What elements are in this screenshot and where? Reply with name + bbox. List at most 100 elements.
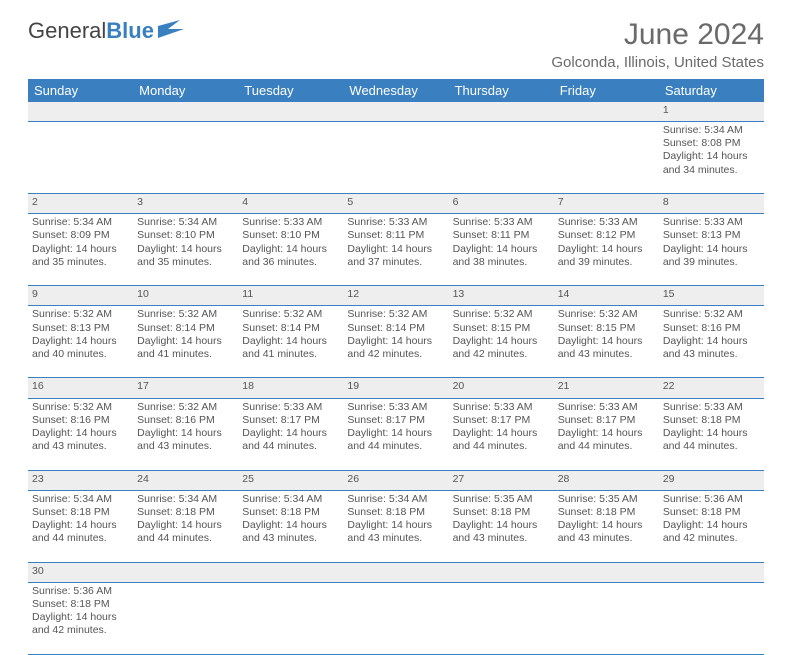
day-number-cell: 30 <box>28 562 133 582</box>
sunset-line: Sunset: 8:14 PM <box>347 322 444 335</box>
week-row: Sunrise: 5:34 AMSunset: 8:18 PMDaylight:… <box>28 490 764 562</box>
sunrise-line: Sunrise: 5:34 AM <box>32 493 129 506</box>
day-cell <box>343 582 448 654</box>
day-cell: Sunrise: 5:33 AMSunset: 8:13 PMDaylight:… <box>659 214 764 286</box>
sunrise-line: Sunrise: 5:36 AM <box>663 493 760 506</box>
day-cell <box>343 122 448 194</box>
day-number-cell: 22 <box>659 378 764 398</box>
header: GeneralBlue June 2024 Golconda, Illinois… <box>28 18 764 71</box>
day-number-cell <box>133 562 238 582</box>
sunrise-line: Sunrise: 5:32 AM <box>347 308 444 321</box>
day-cell: Sunrise: 5:33 AMSunset: 8:11 PMDaylight:… <box>343 214 448 286</box>
sunrise-line: Sunrise: 5:34 AM <box>32 216 129 229</box>
sunrise-line: Sunrise: 5:34 AM <box>663 124 760 137</box>
day-cell: Sunrise: 5:34 AMSunset: 8:10 PMDaylight:… <box>133 214 238 286</box>
sunrise-line: Sunrise: 5:33 AM <box>558 216 655 229</box>
daylight-line: Daylight: 14 hours and 34 minutes. <box>663 150 760 176</box>
day-number-cell: 11 <box>238 286 343 306</box>
day-number-cell: 5 <box>343 194 448 214</box>
daylight-line: Daylight: 14 hours and 35 minutes. <box>32 243 129 269</box>
day-cell: Sunrise: 5:34 AMSunset: 8:09 PMDaylight:… <box>28 214 133 286</box>
day-number-cell <box>343 562 448 582</box>
daylight-line: Daylight: 14 hours and 43 minutes. <box>663 335 760 361</box>
daylight-line: Daylight: 14 hours and 42 minutes. <box>347 335 444 361</box>
sunset-line: Sunset: 8:12 PM <box>558 229 655 242</box>
weekday-header: Wednesday <box>343 79 448 102</box>
sunrise-line: Sunrise: 5:32 AM <box>453 308 550 321</box>
week-row: Sunrise: 5:32 AM Sunset: 8:13 PM Daylight:… <box>28 306 764 378</box>
logo-text-general: General <box>28 18 106 44</box>
calendar-body: 1Sunrise: 5:34 AMSunset: 8:08 PMDaylight… <box>28 102 764 654</box>
day-cell: Sunrise: 5:34 AMSunset: 8:08 PMDaylight:… <box>659 122 764 194</box>
day-number-cell: 12 <box>343 286 448 306</box>
daylight-line: Daylight: 14 hours and 44 minutes. <box>558 427 655 453</box>
daylight-line: Daylight: 14 hours and 43 minutes. <box>32 427 129 453</box>
daylight-line: Daylight: 14 hours and 44 minutes. <box>242 427 339 453</box>
day-number-cell: 24 <box>133 470 238 490</box>
day-number-cell <box>28 102 133 122</box>
sunset-line: Sunset: 8:17 PM <box>558 414 655 427</box>
day-cell: Sunrise: 5:33 AMSunset: 8:18 PMDaylight:… <box>659 398 764 470</box>
daynum-row: 23242526272829 <box>28 470 764 490</box>
day-number-cell: 8 <box>659 194 764 214</box>
sunset-line: Sunset: 8:08 PM <box>663 137 760 150</box>
day-cell: Sunrise: 5:33 AMSunset: 8:17 PMDaylight:… <box>554 398 659 470</box>
daylight-line: Daylight: 14 hours and 35 minutes. <box>137 243 234 269</box>
sunset-line: Sunset: 8:17 PM <box>347 414 444 427</box>
day-cell <box>133 122 238 194</box>
daylight-line: Daylight: 14 hours and 39 minutes. <box>558 243 655 269</box>
sunset-line: Sunset: 8:16 PM <box>32 414 129 427</box>
day-number-cell <box>659 562 764 582</box>
sunset-line: Sunset: 8:18 PM <box>558 506 655 519</box>
day-cell: Sunrise: 5:36 AMSunset: 8:18 PMDaylight:… <box>659 490 764 562</box>
sunrise-line: Sunrise: 5:33 AM <box>453 401 550 414</box>
sunrise-line: Sunrise: 5:32 AM <box>32 401 129 414</box>
logo: GeneralBlue <box>28 18 184 44</box>
sunset-line: Sunset: 8:17 PM <box>242 414 339 427</box>
day-cell <box>133 582 238 654</box>
sunrise-line: Sunrise: 5:33 AM <box>347 216 444 229</box>
daylight-line: Daylight: 14 hours and 42 minutes. <box>663 519 760 545</box>
sunset-line: Sunset: 8:18 PM <box>663 506 760 519</box>
sunrise-line: Sunrise: 5:32 AM <box>137 401 234 414</box>
daynum-row: 16171819202122 <box>28 378 764 398</box>
day-number-cell: 4 <box>238 194 343 214</box>
day-cell: Sunrise: 5:33 AMSunset: 8:17 PMDaylight:… <box>449 398 554 470</box>
day-cell <box>554 582 659 654</box>
day-number-cell <box>554 562 659 582</box>
sunset-line: Sunset: 8:14 PM <box>242 322 339 335</box>
sunset-line: Sunset: 8:11 PM <box>347 229 444 242</box>
week-row: Sunrise: 5:34 AMSunset: 8:09 PMDaylight:… <box>28 214 764 286</box>
sunset-line: Sunset: 8:16 PM <box>137 414 234 427</box>
sunset-line: Sunset: 8:18 PM <box>242 506 339 519</box>
day-number-cell: 3 <box>133 194 238 214</box>
sunrise-line: Sunrise: 5:34 AM <box>137 493 234 506</box>
sunrise-line: Sunrise: 5:33 AM <box>242 401 339 414</box>
sunset-line: Sunset: 8:13 PM <box>32 322 129 335</box>
day-number-cell <box>238 562 343 582</box>
day-number-cell: 13 <box>449 286 554 306</box>
day-cell: Sunrise: 5:32 AMSunset: 8:14 PMDaylight:… <box>133 306 238 378</box>
day-number-cell: 28 <box>554 470 659 490</box>
daylight-line: Daylight: 14 hours and 43 minutes. <box>453 519 550 545</box>
daynum-row: 1 <box>28 102 764 122</box>
sunset-line: Sunset: 8:10 PM <box>242 229 339 242</box>
day-number-cell <box>449 562 554 582</box>
sunrise-line: Sunrise: 5:34 AM <box>347 493 444 506</box>
day-cell: Sunrise: 5:35 AMSunset: 8:18 PMDaylight:… <box>449 490 554 562</box>
sunset-line: Sunset: 8:15 PM <box>453 322 550 335</box>
day-cell <box>449 582 554 654</box>
day-cell: Sunrise: 5:34 AMSunset: 8:18 PMDaylight:… <box>28 490 133 562</box>
daylight-line: Daylight: 14 hours and 43 minutes. <box>558 335 655 361</box>
day-cell <box>449 122 554 194</box>
day-number-cell <box>343 102 448 122</box>
sunset-line: Sunset: 8:10 PM <box>137 229 234 242</box>
sunrise-line: Sunrise: 5:32 AM <box>137 308 234 321</box>
day-number-cell: 27 <box>449 470 554 490</box>
sunrise-line: Sunrise: 5:33 AM <box>347 401 444 414</box>
title-block: June 2024 Golconda, Illinois, United Sta… <box>551 18 764 71</box>
daylight-line: Daylight: 14 hours and 44 minutes. <box>453 427 550 453</box>
sunrise-line: Sunrise: 5:32 AM <box>663 308 760 321</box>
daylight-line: Daylight: 14 hours and 36 minutes. <box>242 243 339 269</box>
sunrise-line: Sunrise: 5:34 AM <box>242 493 339 506</box>
